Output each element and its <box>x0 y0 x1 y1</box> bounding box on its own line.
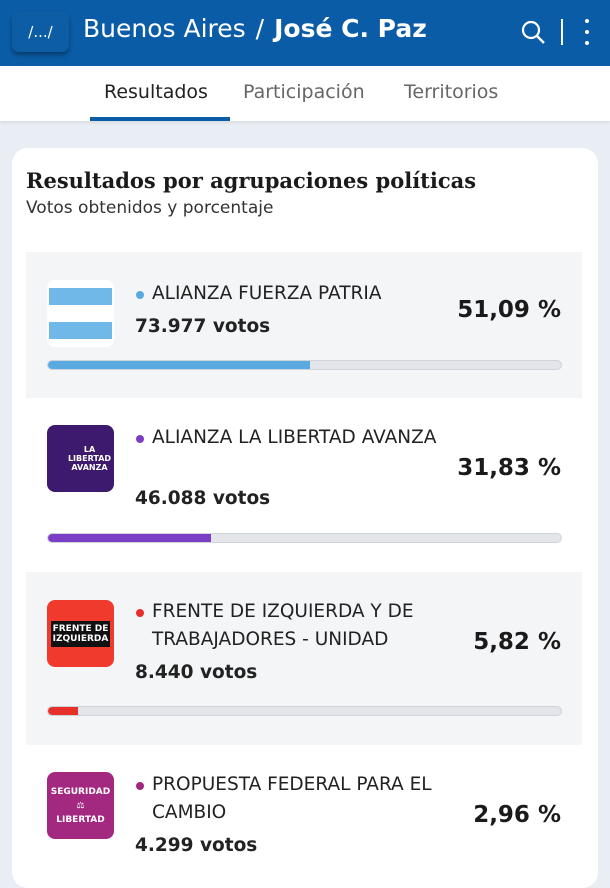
home-button[interactable]: /.../ <box>12 12 69 52</box>
argentina-flag-logo <box>47 280 114 347</box>
breadcrumb-province[interactable]: Buenos Aires <box>83 14 246 43</box>
party-name: FRENTE DE IZQUIERDA Y DE TRABAJADORES - … <box>136 598 462 654</box>
tab-bar: Resultados Participación Territorios <box>0 66 610 121</box>
active-tab-indicator <box>90 117 230 121</box>
tab-territorios[interactable]: Territorios <box>404 81 499 103</box>
results-card: Resultados por agrupaciones políticas Vo… <box>12 148 598 888</box>
progress-fill <box>48 707 78 715</box>
progress-fill <box>48 534 212 542</box>
breadcrumb: Buenos Aires / José C. Paz <box>83 14 427 43</box>
progress-bar <box>47 706 562 716</box>
tab-participacion[interactable]: Participación <box>243 81 365 103</box>
party-name: ALIANZA LA LIBERTAD AVANZA <box>136 424 462 452</box>
party-percent: 2,96 % <box>473 802 561 828</box>
more-options-icon[interactable] <box>584 19 590 45</box>
card-title: Resultados por agrupaciones políticas <box>26 168 477 193</box>
divider <box>561 19 563 45</box>
party-percent: 5,82 % <box>473 629 561 655</box>
party-percent: 31,83 % <box>457 455 561 481</box>
party-votes: 46.088 votos <box>135 488 271 509</box>
la-libertad-avanza-logo: LA LIBERTAD AVANZA <box>47 425 114 492</box>
party-votes: 4.299 votos <box>135 835 258 856</box>
breadcrumb-municipality: José C. Paz <box>274 14 427 43</box>
breadcrumb-separator: / <box>255 14 265 43</box>
progress-bar <box>47 533 562 543</box>
party-votes: 73.977 votos <box>135 316 271 337</box>
top-bar: /.../ Buenos Aires / José C. Paz <box>0 0 610 66</box>
party-percent: 51,09 % <box>457 297 561 323</box>
card-subtitle: Votos obtenidos y porcentaje <box>26 198 274 218</box>
party-votes: 8.440 votos <box>135 662 258 683</box>
party-row[interactable]: FRENTE DE IZQUIERDA FRENTE DE IZQUIERDA Y… <box>26 572 582 745</box>
progress-bar <box>47 360 562 370</box>
progress-fill <box>48 361 311 369</box>
party-row[interactable]: ALIANZA FUERZA PATRIA 73.977 votos 51,09… <box>26 252 582 398</box>
party-name: ALIANZA FUERZA PATRIA <box>136 280 462 308</box>
seguridad-libertad-logo: SEGURIDAD ⚖ LIBERTAD <box>47 772 114 839</box>
tab-resultados[interactable]: Resultados <box>104 81 208 103</box>
search-icon[interactable] <box>520 19 546 45</box>
party-name: PROPUESTA FEDERAL PARA EL CAMBIO <box>136 771 462 827</box>
party-row[interactable]: LA LIBERTAD AVANZA ALIANZA LA LIBERTAD AVA… <box>26 398 582 572</box>
party-row[interactable]: SEGURIDAD ⚖ LIBERTAD PROPUESTA FEDERAL PAR… <box>26 745 582 885</box>
frente-de-izquierda-logo: FRENTE DE IZQUIERDA <box>47 600 114 667</box>
